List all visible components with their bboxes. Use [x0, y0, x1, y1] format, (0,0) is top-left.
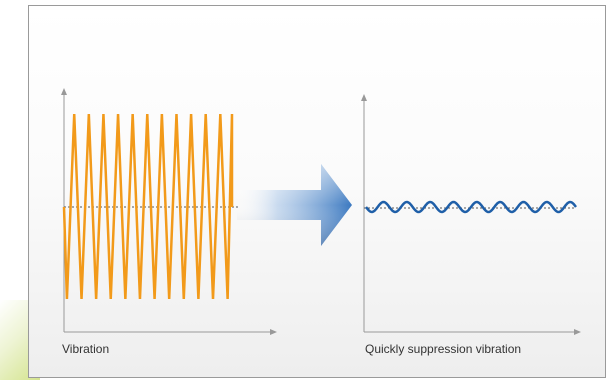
left-y-axis-arrowhead	[61, 88, 67, 95]
diagram-panel: Vibration Quickly suppression vibration	[28, 5, 606, 378]
vibration-wave	[62, 113, 234, 300]
transition-arrow-icon	[237, 164, 352, 246]
suppressed-wave	[365, 200, 578, 214]
caption-vibration: Vibration	[62, 342, 110, 356]
right-y-axis-arrowhead	[361, 94, 367, 101]
left-x-axis-arrowhead	[270, 329, 277, 335]
caption-suppression: Quickly suppression vibration	[365, 342, 522, 356]
right-x-axis-arrowhead	[574, 329, 581, 335]
vibration-diagram	[61, 88, 581, 335]
